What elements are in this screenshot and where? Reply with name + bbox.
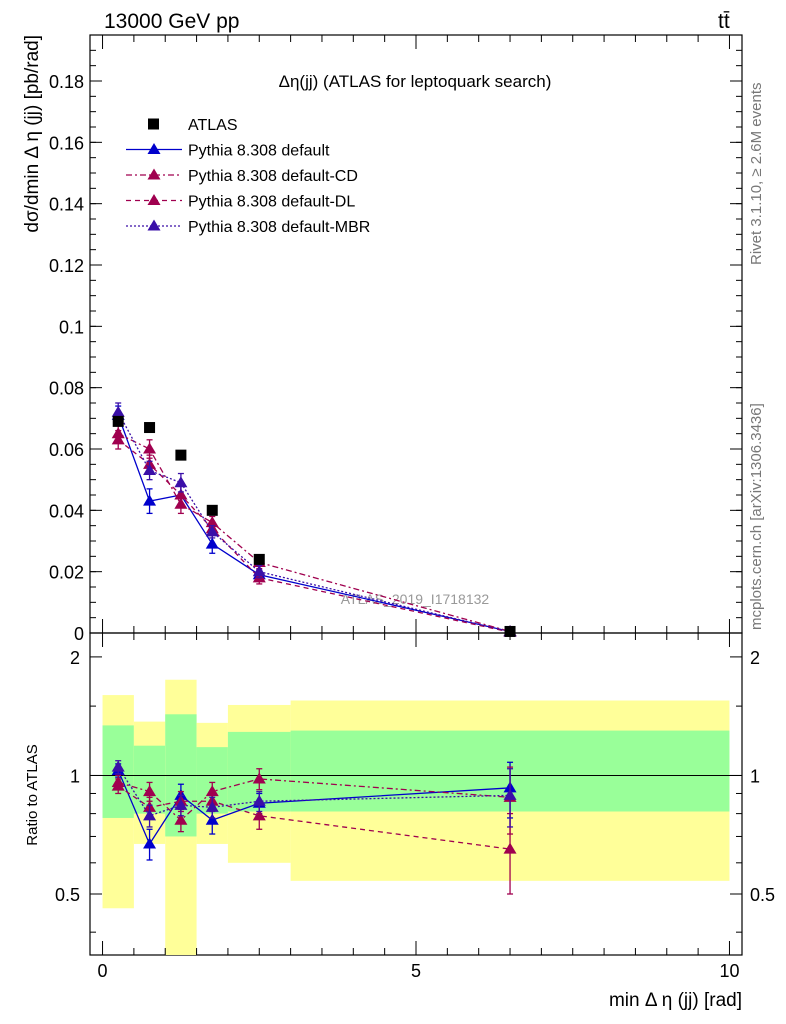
atlas-data-point bbox=[504, 625, 516, 637]
watermark: ATLAS_2019_I1718132 bbox=[341, 591, 490, 607]
legend-label: Pythia 8.308 default-CD bbox=[188, 168, 358, 185]
process-label: tt̄ bbox=[718, 10, 730, 33]
main-y-tick-label: 0.18 bbox=[49, 72, 84, 92]
main-series-line bbox=[117, 433, 511, 633]
main-data-point bbox=[143, 442, 157, 454]
atlas-data-point bbox=[206, 504, 218, 516]
legend: ATLAS Pythia 8.308 default Pythia 8.308 de… bbox=[126, 117, 370, 236]
rivet-label: Rivet 3.1.10, ≥ 2.6M events bbox=[748, 83, 765, 266]
ratio-data-point bbox=[205, 813, 219, 825]
main-data-point bbox=[174, 476, 188, 488]
legend-label: ATLAS bbox=[188, 117, 238, 134]
ratio-data-point bbox=[111, 760, 125, 772]
main-data-point bbox=[252, 565, 266, 577]
main-y-tick-label: 0.04 bbox=[49, 501, 84, 521]
ratio-data-point bbox=[143, 785, 157, 797]
ratio-data-point bbox=[174, 798, 188, 810]
x-axis-label: min Δ η (jj) [rad] bbox=[609, 990, 742, 1011]
main-y-tick-label: 0.06 bbox=[49, 440, 84, 460]
legend-marker bbox=[147, 219, 161, 231]
main-series-line bbox=[117, 415, 511, 633]
ratio-data-point bbox=[252, 772, 266, 784]
ratio-bands bbox=[90, 679, 742, 955]
ratio-data-point bbox=[503, 842, 517, 854]
legend-marker bbox=[147, 143, 161, 155]
ratio-data-point bbox=[252, 809, 266, 821]
main-y-tick-label: 0.12 bbox=[49, 256, 84, 276]
ratio-data-point bbox=[205, 785, 219, 797]
ratio-series bbox=[111, 760, 517, 895]
legend-label: Pythia 8.308 default-DL bbox=[188, 194, 355, 211]
ratio-data-point bbox=[252, 794, 266, 806]
main-y-tick-label: 0.1 bbox=[59, 317, 84, 337]
ratio-data-point bbox=[205, 800, 219, 812]
x-tick-label: 10 bbox=[719, 961, 739, 981]
legend-marker bbox=[147, 168, 161, 180]
main-data-point bbox=[111, 405, 125, 417]
energy-label: 13000 GeV pp bbox=[104, 10, 239, 33]
x-tick-label: 5 bbox=[411, 961, 421, 981]
ratio-y-tick-label: 0.5 bbox=[55, 885, 80, 905]
atlas-data-point bbox=[112, 415, 124, 427]
ratio-series-line bbox=[117, 766, 511, 817]
main-data-point bbox=[205, 537, 219, 549]
main-y-axis-label: dσ/dmin Δ η (jj) [pb/rad] bbox=[22, 35, 43, 233]
atlas-data-point bbox=[144, 422, 156, 434]
legend-marker bbox=[147, 194, 161, 206]
mcplots-label: mcplots.cern.ch [arXiv:1306.3436] bbox=[748, 403, 765, 630]
ratio-data-point bbox=[174, 813, 188, 825]
main-data-point bbox=[143, 463, 157, 476]
main-data-point bbox=[111, 433, 125, 445]
ratio-y-tick-label-right: 2 bbox=[750, 648, 760, 668]
main-series-line bbox=[117, 411, 511, 633]
main-y-tick-label: 0 bbox=[74, 624, 84, 644]
ratio-data-point bbox=[503, 788, 517, 800]
ratio-data-point bbox=[111, 779, 125, 791]
main-y-tick-label: 0.02 bbox=[49, 563, 84, 583]
legend-marker-atlas bbox=[148, 118, 159, 130]
atlas-data-point bbox=[175, 449, 187, 461]
main-y-tick-label: 0.14 bbox=[49, 195, 84, 215]
atlas-data-point bbox=[253, 553, 265, 565]
ratio-y-tick-label-right: 1 bbox=[750, 766, 760, 786]
ratio-y-tick-label: 2 bbox=[70, 648, 80, 668]
ratio-y-tick-label-right: 0.5 bbox=[750, 885, 775, 905]
ratio-data-point bbox=[143, 837, 157, 849]
x-tick-label: 0 bbox=[98, 961, 108, 981]
ratio-series-line bbox=[117, 770, 511, 846]
legend-label: Pythia 8.308 default-MBR bbox=[188, 219, 370, 236]
main-y-tick-label: 0.16 bbox=[49, 133, 84, 153]
main-data-point bbox=[174, 488, 188, 500]
main-data-point bbox=[205, 525, 219, 537]
ratio-y-tick-label: 1 bbox=[70, 766, 80, 786]
main-data-point bbox=[205, 516, 219, 528]
legend-label: Pythia 8.308 default bbox=[188, 143, 330, 160]
main-title: Δη(jj) (ATLAS for leptoquark search) bbox=[279, 72, 552, 91]
main-series bbox=[111, 402, 517, 637]
axis-ticks: 00.020.040.060.080.10.120.140.160.180 5 10… bbox=[49, 34, 775, 981]
ratio-data-point bbox=[143, 809, 157, 821]
main-data-point bbox=[143, 494, 157, 506]
ratio-y-axis-label: Ratio to ATLAS bbox=[24, 744, 41, 845]
ratio-series-line bbox=[117, 785, 511, 850]
main-y-tick-label: 0.08 bbox=[49, 379, 84, 399]
